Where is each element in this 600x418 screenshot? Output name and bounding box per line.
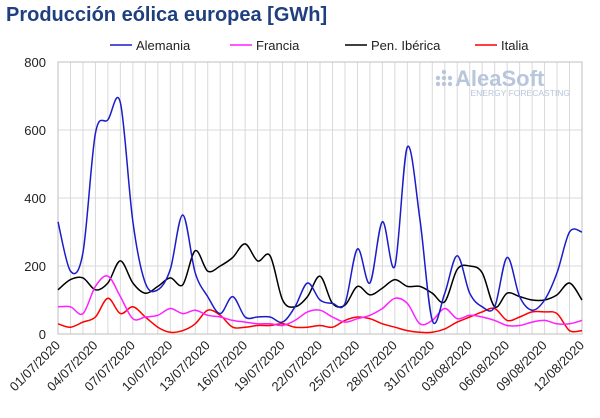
legend-label-alemania: Alemania bbox=[136, 38, 191, 53]
y-tick-label: 400 bbox=[24, 191, 46, 206]
series-line-alemania bbox=[57, 96, 583, 325]
y-tick-label: 800 bbox=[24, 55, 46, 70]
legend-label-francia: Francia bbox=[256, 38, 300, 53]
legend-label-italia: Italia bbox=[501, 38, 529, 53]
series-line-francia bbox=[57, 275, 583, 327]
watermark-logo-icon bbox=[435, 69, 453, 87]
watermark-dot bbox=[441, 69, 447, 75]
legend: Alemania Francia Pen. Ibérica Italia bbox=[110, 38, 529, 53]
series-lines bbox=[57, 96, 583, 334]
watermark-dot bbox=[447, 81, 453, 87]
watermark-dot bbox=[441, 75, 447, 81]
watermark-dot bbox=[447, 75, 453, 81]
watermark-tagline: ENERGY FORECASTING bbox=[471, 88, 571, 98]
axes: 020040060080001/07/202004/07/202007/07/2… bbox=[6, 55, 587, 394]
watermark-dot bbox=[435, 75, 441, 81]
watermark-dot bbox=[441, 81, 447, 87]
grid bbox=[57, 61, 583, 335]
y-tick-label: 600 bbox=[24, 123, 46, 138]
watermark-brand: AleaSoft bbox=[455, 66, 545, 91]
legend-label-pen-iberica: Pen. Ibérica bbox=[371, 38, 441, 53]
plot-frame bbox=[57, 61, 583, 335]
chart-title: Producción eólica europea [GWh] bbox=[6, 4, 328, 26]
y-tick-label: 0 bbox=[39, 327, 46, 342]
watermark-dot bbox=[435, 81, 441, 87]
y-tick-label: 200 bbox=[24, 259, 46, 274]
